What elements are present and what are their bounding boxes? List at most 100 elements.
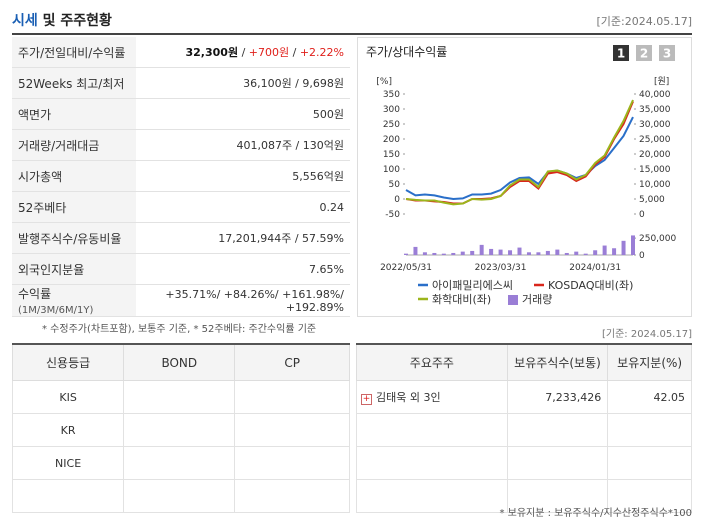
header-row: 신용등급 BOND CP — [11, 343, 350, 381]
row: 거래량/거래대금 401,087주 / 130억원 — [12, 129, 350, 161]
label: 거래량/거래대금 — [12, 129, 136, 161]
volume-bar — [498, 249, 503, 255]
volume-bar — [404, 253, 408, 255]
volume-bar — [422, 252, 427, 255]
volume-bar — [593, 250, 598, 255]
volume-bar — [479, 244, 484, 255]
holders-note: * 보유지분 : 보유주식수/지수산정주식수*100 — [499, 508, 692, 519]
legend-label: 아이패밀리에스씨 — [432, 279, 513, 292]
row: 주가/전일대비/수익률 32,300원 / +700원 / +2.22% — [12, 37, 350, 68]
volume-bar — [460, 251, 465, 255]
volume-bar — [555, 249, 560, 255]
y-tick-label: 0 — [394, 195, 400, 205]
row: KR — [11, 413, 350, 447]
volume-bar — [564, 252, 569, 255]
cell — [123, 380, 236, 414]
volume-bar — [612, 248, 617, 255]
y2-tick-label: 30,000 — [639, 120, 671, 130]
page-button[interactable] — [659, 45, 675, 61]
series-line — [405, 116, 634, 201]
row — [356, 413, 692, 447]
header-row: 주요주주 보유주식수(보통) 보유지분(%) — [356, 343, 692, 381]
header: CP — [234, 343, 350, 381]
cell — [11, 479, 125, 513]
series-line — [405, 99, 634, 206]
holder-cell[interactable]: + 김태욱 외 3인 — [356, 380, 508, 414]
base-date: [기준:2024.05.17] — [596, 15, 692, 28]
volume-bar — [631, 235, 635, 255]
y-tick-label: 250 — [383, 120, 400, 130]
chart: 주가/상대수익률 1 2 3 [%] [원] -50 0 50 100 150 200 250 300 35… — [366, 45, 676, 306]
page-label[interactable]: 3 — [663, 47, 671, 61]
page-button[interactable] — [613, 45, 629, 61]
label-text: 수익률 — [18, 287, 52, 301]
cell — [506, 413, 609, 447]
value: 36,100원 / 9,698원 — [136, 67, 350, 99]
shares: 7,233,426 — [506, 380, 609, 414]
value: 0.24 — [136, 191, 350, 223]
row: 52주베타 0.24 — [12, 191, 350, 223]
series-line — [405, 101, 634, 205]
volume-bar — [432, 252, 437, 255]
agency: NICE — [11, 446, 125, 480]
page-button[interactable] — [636, 45, 652, 61]
row — [11, 479, 350, 513]
cell — [607, 446, 692, 480]
holder-name: 김태욱 외 3인 — [376, 391, 441, 404]
y2-tick-label: 25,000 — [639, 135, 671, 145]
chart-panel: 주가/상대수익률 1 2 3 [%] [원] -50 0 50 100 150 200 250 300 35… — [357, 37, 692, 317]
y2-tick-label: 35,000 — [639, 105, 671, 115]
row: NICE — [11, 446, 350, 480]
cell — [356, 479, 508, 513]
credit-table: 신용등급 BOND CP KIS KR NICE — [11, 343, 350, 513]
header: 주요주주 — [356, 343, 508, 381]
row: 외국인지분율 7.65% — [12, 253, 350, 285]
label: 52주베타 — [12, 191, 136, 223]
cell — [607, 413, 692, 447]
volume-bar — [470, 250, 475, 255]
volume-bar — [508, 250, 513, 255]
value: 7.65% — [136, 253, 350, 285]
page-label[interactable]: 2 — [640, 47, 648, 61]
cell — [234, 413, 350, 447]
volume-bar — [602, 245, 607, 255]
page-label[interactable]: 1 — [617, 47, 625, 61]
chart-title: 주가/상대수익률 — [366, 45, 447, 59]
legend-swatch — [508, 295, 518, 305]
y-axis-label: [%] — [376, 77, 392, 87]
volume-bar — [489, 248, 494, 255]
value: 5,556억원 — [136, 160, 350, 192]
y2-tick-label: 0 — [639, 210, 645, 220]
value: 500원 — [136, 98, 350, 130]
cell — [607, 479, 692, 513]
title-rest: 및 주주현황 — [42, 13, 112, 29]
x-tick-label: 2023/03/31 — [475, 263, 527, 273]
x-tick-label: 2024/01/31 — [569, 263, 621, 273]
sep: / — [289, 46, 300, 59]
y2-axis-label: [원] — [654, 76, 669, 87]
label: 외국인지분율 — [12, 253, 136, 285]
y2-tick-label: 15,000 — [639, 165, 671, 175]
expand-icon[interactable]: + — [361, 394, 372, 405]
row: KIS — [11, 380, 350, 414]
sep: / — [238, 46, 249, 59]
row: + 김태욱 외 3인 7,233,426 42.05 — [356, 380, 692, 414]
volume-bar — [545, 250, 550, 255]
volume-bar — [413, 246, 418, 255]
value: 17,201,944주 / 57.59% — [136, 222, 350, 254]
header: 보유주식수(보통) — [506, 343, 609, 381]
holders-date: [기준: 2024.05.17] — [601, 329, 692, 340]
cell — [506, 446, 609, 480]
y2-tick-label: 20,000 — [639, 150, 671, 160]
row — [356, 479, 692, 513]
row — [356, 446, 692, 480]
volume-tick-label: 0 — [639, 251, 645, 261]
y-tick-label: -50 — [385, 210, 400, 220]
cell — [234, 380, 350, 414]
price: 32,300원 — [185, 46, 239, 59]
y-tick-label: 300 — [383, 105, 400, 115]
title-main: 시세 — [12, 13, 38, 29]
label: 수익률 (1M/3M/6M/1Y) — [12, 284, 136, 317]
section-title: 시세 및 주주현황 — [12, 10, 112, 30]
